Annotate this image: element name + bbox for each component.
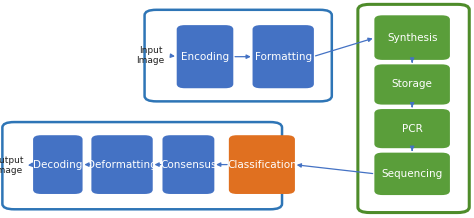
Text: Output
Image: Output Image xyxy=(0,156,24,175)
FancyBboxPatch shape xyxy=(375,16,449,59)
FancyBboxPatch shape xyxy=(164,136,213,193)
Text: Input
Image: Input Image xyxy=(137,46,165,65)
Text: PCR: PCR xyxy=(402,124,422,134)
Text: Deformatting: Deformatting xyxy=(87,160,157,170)
FancyBboxPatch shape xyxy=(375,65,449,104)
Text: Encoding: Encoding xyxy=(181,52,229,62)
Text: Synthesis: Synthesis xyxy=(387,33,438,43)
Text: Decoding: Decoding xyxy=(33,160,82,170)
Text: Consensus: Consensus xyxy=(160,160,217,170)
Text: Classification: Classification xyxy=(227,160,297,170)
FancyBboxPatch shape xyxy=(92,136,152,193)
Text: Sequencing: Sequencing xyxy=(382,169,443,179)
FancyBboxPatch shape xyxy=(375,154,449,194)
FancyBboxPatch shape xyxy=(34,136,82,193)
FancyBboxPatch shape xyxy=(230,136,294,193)
Text: Storage: Storage xyxy=(392,80,433,89)
FancyBboxPatch shape xyxy=(254,26,313,87)
FancyBboxPatch shape xyxy=(375,110,449,147)
FancyBboxPatch shape xyxy=(178,26,232,87)
Text: Formatting: Formatting xyxy=(255,52,312,62)
